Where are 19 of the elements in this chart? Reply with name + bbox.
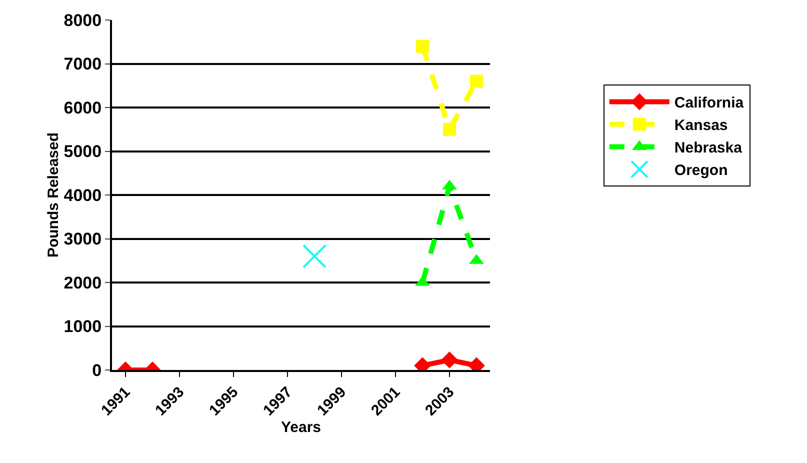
x-axis-title: Years (280, 419, 322, 436)
y-tick-label: 2000 (64, 273, 102, 292)
point (443, 122, 456, 136)
y-axis-title: Pounds Released (44, 132, 62, 258)
legend-label: Kansas (674, 117, 728, 134)
legend-label: Nebraska (674, 140, 743, 157)
y-tick-label: 4000 (64, 186, 102, 205)
legend-label: California (674, 94, 744, 112)
y-tick-label: 6000 (64, 98, 102, 118)
point (416, 40, 429, 53)
y-tick-label: 7000 (64, 54, 102, 74)
y-tick-label: 1000 (64, 317, 102, 336)
y-tick-label: 3000 (64, 230, 102, 249)
y-tick-label: 0 (92, 360, 102, 380)
point (470, 74, 483, 88)
y-tick-label: 5000 (64, 142, 102, 162)
legend-label: Oregon (674, 162, 728, 180)
point (302, 244, 326, 268)
y-tick-label: 8000 (64, 10, 102, 30)
